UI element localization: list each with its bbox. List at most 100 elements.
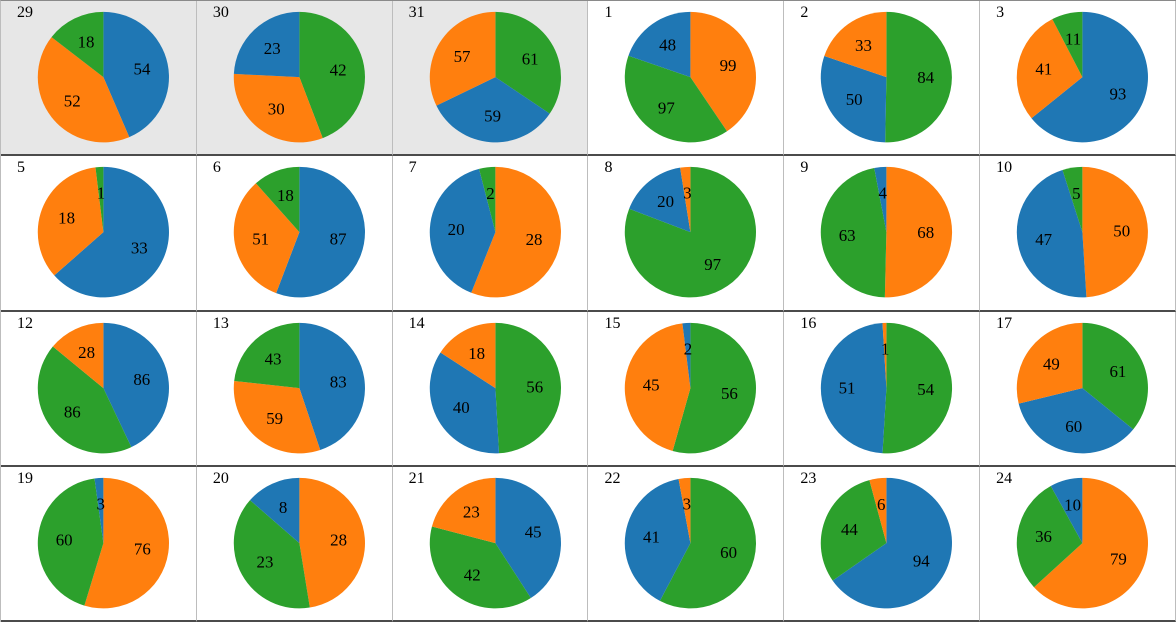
pie-slice-green[interactable] (1062, 167, 1083, 233)
pie-slice-orange[interactable] (680, 167, 691, 233)
pie-slice-orange[interactable] (431, 477, 496, 543)
pie-slice-green[interactable] (51, 11, 104, 78)
pie-slice-blue[interactable] (299, 322, 365, 450)
pie-slice-green[interactable] (255, 167, 300, 233)
pie-slice-green[interactable] (37, 478, 104, 606)
pie-slice-green[interactable] (625, 55, 728, 143)
day-cell-15[interactable]: 15 56 45 2 (588, 311, 785, 467)
pie-slice-blue[interactable] (821, 56, 887, 143)
pie-slice-blue[interactable] (1016, 170, 1087, 298)
pie-slice-green[interactable] (495, 11, 561, 114)
slice-value-label: 28 (78, 343, 95, 362)
day-cell-23[interactable]: 23 94 44 6 (784, 466, 981, 622)
pie-slice-orange[interactable] (679, 477, 691, 543)
pie-slice-orange[interactable] (690, 11, 757, 132)
pie-slice-blue[interactable] (495, 477, 561, 598)
pie-slice-green[interactable] (660, 477, 757, 609)
pie-slice-green[interactable] (885, 11, 953, 143)
day-cell-17[interactable]: 17 61 60 49 (980, 311, 1176, 467)
pie-slice-green[interactable] (95, 167, 104, 233)
day-number: 17 (996, 314, 1013, 332)
pie-slice-orange[interactable] (440, 322, 496, 388)
day-cell-30[interactable]: 30 42 30 23 (196, 1, 393, 157)
pie-slice-green[interactable] (234, 322, 300, 388)
day-cell-1[interactable]: 1 99 97 48 (588, 1, 785, 157)
day-cell-10[interactable]: 10 50 47 5 (980, 156, 1176, 312)
pie-slice-blue[interactable] (103, 11, 169, 138)
day-cell-21[interactable]: 21 45 42 23 (392, 466, 589, 622)
day-cell-8[interactable]: 8 97 20 3 (588, 156, 785, 312)
pie-slice-green[interactable] (882, 322, 953, 453)
slice-value-label: 4 (879, 184, 888, 203)
pie-slice-orange[interactable] (233, 380, 321, 453)
pie-slice-blue[interactable] (832, 477, 953, 609)
pie-slice-green[interactable] (625, 167, 757, 298)
pie-slice-green[interactable] (821, 479, 887, 581)
pie-slice-orange[interactable] (233, 183, 300, 294)
pie-slice-blue[interactable] (103, 322, 169, 447)
day-cell-6[interactable]: 6 87 51 18 (196, 156, 393, 312)
pie-slice-blue[interactable] (629, 167, 691, 233)
pie-slice-orange[interactable] (885, 167, 953, 298)
day-cell-16[interactable]: 16 54 51 1 (784, 311, 981, 467)
pie-slice-orange[interactable] (1016, 322, 1083, 404)
pie-slice-blue[interactable] (1031, 11, 1149, 143)
pie-slice-blue[interactable] (233, 11, 300, 78)
pie-slice-blue[interactable] (1018, 387, 1134, 453)
pie-slice-orange[interactable] (824, 11, 887, 78)
pie-slice-blue[interactable] (625, 478, 691, 601)
pie-slice-orange[interactable] (429, 11, 496, 106)
day-cell-9[interactable]: 9 68 63 4 (784, 156, 981, 312)
pie-slice-orange[interactable] (37, 37, 130, 143)
pie-slice-blue[interactable] (682, 322, 691, 388)
day-cell-20[interactable]: 20 28 23 8 (196, 466, 393, 622)
day-cell-19[interactable]: 19 76 60 3 (1, 466, 197, 622)
pie-slice-blue[interactable] (275, 167, 365, 298)
pie-slice-green[interactable] (478, 167, 496, 233)
pie-slice-blue[interactable] (429, 351, 499, 453)
pie-slice-orange[interactable] (1016, 19, 1083, 119)
pie-slice-blue[interactable] (249, 477, 300, 543)
day-cell-24[interactable]: 24 79 36 10 (980, 466, 1176, 622)
pie-slice-orange[interactable] (37, 167, 104, 276)
pie-slice-green[interactable] (1052, 11, 1083, 78)
pie-slice-orange[interactable] (233, 73, 323, 143)
pie-slice-blue[interactable] (821, 322, 887, 453)
pie-slice-blue[interactable] (1050, 477, 1083, 543)
pie-slice-orange[interactable] (1082, 167, 1149, 298)
day-cell-31[interactable]: 31 61 59 57 (392, 1, 589, 157)
pie-slice-blue[interactable] (628, 11, 691, 78)
pie-slice-green[interactable] (1016, 485, 1083, 587)
pie-slice-orange[interactable] (882, 322, 887, 388)
pie-slice-blue[interactable] (436, 77, 550, 143)
day-cell-2[interactable]: 2 84 50 33 (784, 1, 981, 157)
pie-slice-green[interactable] (821, 168, 887, 298)
pie-slice-orange[interactable] (1034, 477, 1149, 609)
pie-slice-green[interactable] (673, 322, 757, 453)
pie-slice-orange[interactable] (52, 322, 104, 388)
pie-slice-blue[interactable] (429, 169, 496, 294)
pie-slice-green[interactable] (37, 346, 132, 453)
pie-slice-green[interactable] (233, 499, 310, 609)
pie-slice-blue[interactable] (874, 167, 887, 233)
pie-slice-green[interactable] (1082, 322, 1149, 429)
pie-slice-orange[interactable] (299, 477, 365, 608)
day-cell-7[interactable]: 7 28 20 2 (392, 156, 589, 312)
pie-slice-orange[interactable] (869, 477, 887, 543)
pie-slice-orange[interactable] (470, 167, 561, 298)
pie-slice-blue[interactable] (94, 477, 104, 543)
day-cell-3[interactable]: 3 93 41 11 (980, 1, 1176, 157)
slice-value-label: 48 (660, 36, 677, 55)
day-cell-29[interactable]: 29 54 52 18 (1, 1, 197, 157)
day-cell-12[interactable]: 12 86 86 28 (1, 311, 197, 467)
day-cell-22[interactable]: 22 60 41 3 (588, 466, 785, 622)
pie-slice-orange[interactable] (625, 322, 691, 451)
pie-slice-green[interactable] (495, 322, 561, 453)
day-cell-13[interactable]: 13 83 59 43 (196, 311, 393, 467)
day-cell-5[interactable]: 5 33 18 1 (1, 156, 197, 312)
pie-slice-green[interactable] (429, 526, 531, 609)
pie-slice-green[interactable] (299, 11, 365, 139)
day-cell-14[interactable]: 14 56 40 18 (392, 311, 589, 467)
pie-slice-blue[interactable] (54, 167, 169, 298)
pie-slice-orange[interactable] (84, 477, 169, 609)
